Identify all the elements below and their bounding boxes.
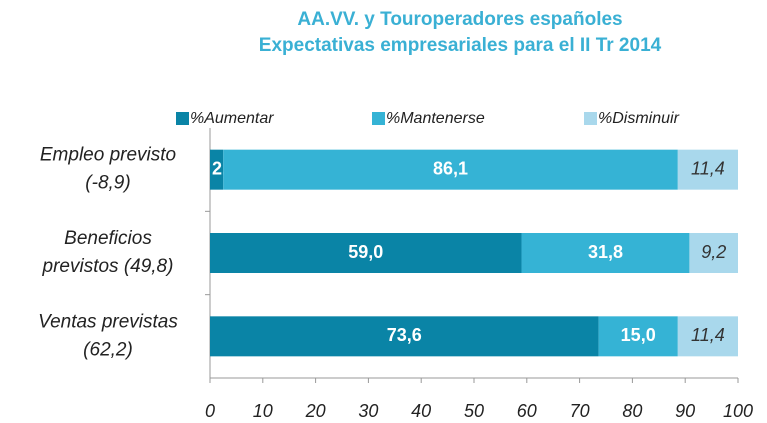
x-tick-label: 40	[411, 401, 431, 421]
data-label: 86,1	[433, 158, 468, 178]
y-tick-label: Beneficios	[64, 228, 152, 249]
x-tick-label: 100	[723, 401, 753, 421]
legend-label: %Mantenerse	[386, 110, 485, 127]
x-tick-label: 50	[464, 401, 484, 421]
bar-segment	[210, 149, 224, 190]
bar-segment	[210, 316, 599, 357]
legend-label: %Disminuir	[598, 110, 680, 127]
bar-segment	[598, 316, 678, 357]
data-label: 73,6	[387, 325, 422, 345]
x-tick-label: 90	[675, 401, 695, 421]
x-tick-label: 30	[358, 401, 378, 421]
chart-title: AA.VV. y Touroperadores españoles	[297, 9, 622, 30]
bar-segment	[521, 233, 690, 273]
y-tick-label: Empleo previsto	[40, 145, 176, 166]
legend-swatch	[584, 112, 597, 125]
data-label: 11,4	[691, 325, 725, 345]
x-tick-label: 0	[205, 401, 215, 421]
y-tick-label: (62,2)	[83, 339, 133, 360]
x-tick-label: 80	[622, 401, 642, 421]
legend-swatch	[176, 112, 189, 125]
chart-subtitle: Expectativas empresariales para el II Tr…	[259, 35, 662, 56]
x-tick-label: 60	[517, 401, 537, 421]
y-tick-label: previstos (49,8)	[42, 256, 174, 277]
legend-swatch	[372, 112, 385, 125]
bar-segment	[223, 149, 678, 190]
x-tick-label: 20	[305, 401, 326, 421]
bar-segment	[677, 316, 738, 357]
bar-segment	[210, 233, 522, 273]
y-tick-label: (-8,9)	[85, 173, 130, 194]
data-label: 9,2	[701, 242, 726, 262]
legend-label: %Aumentar	[190, 110, 274, 127]
x-tick-label: 10	[253, 401, 273, 421]
y-tick-label: Ventas previstas	[38, 311, 178, 332]
data-label: 59,0	[348, 242, 383, 262]
bar-segment	[689, 233, 738, 273]
x-tick-label: 70	[570, 401, 590, 421]
bar-segment	[677, 149, 738, 190]
data-label: 11,4	[691, 158, 725, 178]
data-label: 31,8	[588, 242, 623, 262]
data-label: 15,0	[621, 325, 656, 345]
